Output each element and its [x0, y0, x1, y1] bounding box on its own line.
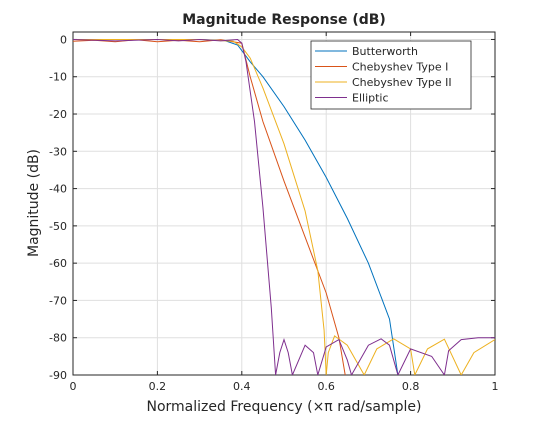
legend-label-chebyshev-type-ii: Chebyshev Type II	[352, 76, 452, 89]
plot-area	[72, 31, 496, 376]
x-tick-label: 0.6	[317, 380, 335, 393]
y-tick-label: -60	[49, 257, 67, 270]
y-tick-label: -10	[49, 71, 67, 84]
legend-label-butterworth: Butterworth	[352, 45, 418, 58]
series-line-elliptic	[73, 38, 495, 375]
x-axis-label: Normalized Frequency (×π rad/sample)	[147, 399, 422, 415]
y-tick-label: -80	[49, 332, 67, 345]
y-axis-label: Magnitude (dB)	[26, 149, 42, 257]
x-tick-label: 0	[70, 380, 77, 393]
y-tick-label: -50	[49, 220, 67, 233]
y-tick-label: -20	[49, 108, 67, 121]
chart-title: Magnitude Response (dB)	[182, 12, 386, 28]
legend-label-elliptic: Elliptic	[352, 92, 389, 105]
legend-label-chebyshev-type-i: Chebyshev Type I	[352, 61, 448, 74]
x-tick-label: 0.2	[149, 380, 167, 393]
x-tick-label: 1	[492, 380, 499, 393]
x-tick-label: 0.4	[233, 380, 251, 393]
x-tick-label: 0.8	[402, 380, 420, 393]
series-line-chebyshev-type-ii	[73, 39, 495, 375]
y-tick-label: -30	[49, 145, 67, 158]
y-tick-label: 0	[60, 33, 67, 46]
y-tick-label: -40	[49, 183, 67, 196]
y-tick-label: -90	[49, 369, 67, 382]
y-tick-label: -70	[49, 294, 67, 307]
